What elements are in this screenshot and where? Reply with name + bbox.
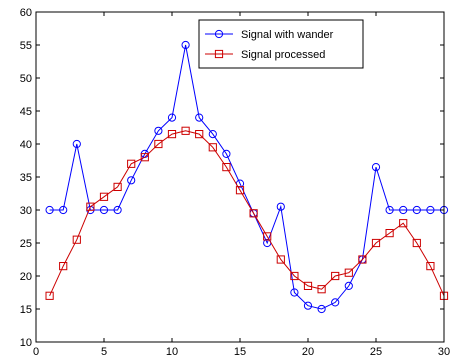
series-2-point	[113, 182, 122, 192]
x-tick-label: 0	[33, 346, 39, 358]
series-2-point	[276, 255, 285, 264]
series-1-point	[412, 205, 421, 215]
y-tick-label: 55	[20, 40, 32, 52]
y-tick-label: 15	[20, 304, 32, 316]
series-1-point	[59, 205, 68, 215]
series-2-point	[45, 291, 54, 300]
series-2	[45, 126, 449, 300]
y-tick-label: 25	[20, 238, 32, 250]
y-tick-label: 30	[20, 205, 32, 217]
series-1-point	[317, 304, 326, 314]
series-1-point	[371, 163, 381, 172]
series-2-point	[59, 262, 68, 271]
series-1-point	[195, 113, 204, 122]
series-2-point	[222, 163, 231, 172]
series-2-line	[49, 130, 445, 297]
series-1-line	[49, 44, 444, 310]
legend-swatch-marker	[214, 49, 224, 59]
series-2-point	[167, 130, 177, 139]
series-2-point	[412, 238, 421, 248]
x-tick-label: 15	[234, 346, 246, 358]
series-1-point	[276, 202, 285, 211]
y-tick-label: 60	[20, 7, 32, 19]
legend: Signal with wander Signal processed	[198, 19, 364, 69]
series-1-point	[113, 205, 122, 215]
series-1-point	[426, 205, 435, 215]
series-2-point	[140, 153, 149, 162]
x-tick-label: 25	[370, 346, 382, 358]
series-1-point	[222, 149, 231, 158]
series-2-point	[86, 202, 95, 211]
series-2-point	[358, 255, 367, 264]
series-1-point	[344, 281, 353, 290]
series-2-point	[127, 159, 136, 168]
series-2-point	[317, 285, 326, 294]
series-2-point	[249, 209, 258, 218]
series-2-point	[303, 281, 313, 290]
series-1-point	[331, 298, 340, 307]
x-tick-label: 30	[438, 346, 450, 358]
series-2-point	[208, 143, 217, 152]
y-tick-label: 45	[20, 106, 32, 118]
y-tick-label: 40	[20, 139, 32, 151]
series-1-point	[303, 301, 313, 310]
series-1-point	[45, 205, 54, 215]
legend-label: Signal processed	[241, 49, 325, 61]
y-tick-label: 10	[20, 337, 32, 349]
legend-swatch-marker	[214, 29, 224, 39]
x-tick-label: 10	[166, 346, 178, 358]
axes-layer: 0 5 10 15 20 25 30 10 15 20 25 30 35 40 45 50 55 60	[20, 7, 450, 358]
series-1-point	[181, 40, 190, 50]
series-1-point	[154, 126, 163, 135]
x-tick-label: 20	[302, 346, 314, 358]
series-1-point	[208, 130, 217, 139]
series-2-point	[344, 268, 353, 277]
series-2-point	[385, 229, 394, 238]
series-2-point	[331, 271, 340, 281]
series-2-point	[72, 235, 81, 244]
y-tick-label: 20	[20, 271, 32, 283]
series-2-point	[195, 130, 204, 139]
y-tick-label: 50	[20, 73, 32, 85]
series-2-point	[154, 139, 163, 149]
series-1-point	[290, 288, 299, 297]
series-2-point	[290, 271, 299, 281]
legend-box	[198, 19, 364, 69]
series-2-point	[99, 192, 109, 201]
series-layer	[45, 40, 449, 314]
series-1-point	[167, 113, 177, 122]
series-2-point	[371, 238, 381, 248]
series-1-point	[99, 205, 109, 215]
series-2-point	[263, 232, 272, 241]
series-2-point	[235, 186, 245, 195]
series-1-point	[399, 205, 408, 215]
y-tick-label: 35	[20, 172, 32, 184]
x-tick-label: 5	[101, 346, 107, 358]
series-2-point	[399, 219, 408, 228]
series-1-point	[127, 176, 136, 185]
legend-label: Signal with wander	[241, 29, 334, 41]
series-1-point	[385, 205, 394, 215]
series-1-point	[72, 139, 81, 149]
series-2-point	[181, 126, 190, 135]
series-2-point	[426, 262, 435, 271]
